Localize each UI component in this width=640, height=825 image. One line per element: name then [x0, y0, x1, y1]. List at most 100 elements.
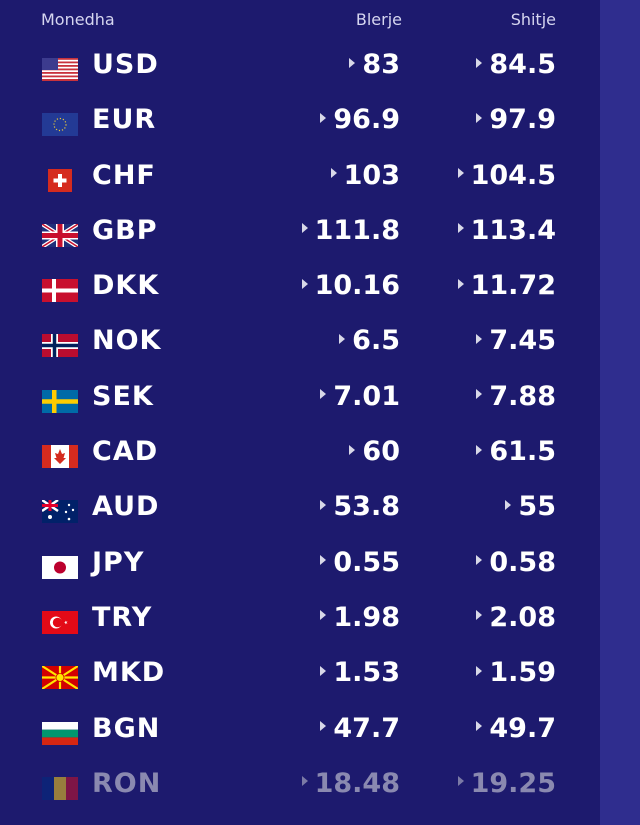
sell-rate: 97.9: [476, 104, 556, 135]
currency-code: CAD: [92, 436, 159, 468]
mk-flag-icon: [42, 666, 78, 690]
triangle-right-icon: [476, 610, 483, 621]
triangle-right-icon: [339, 333, 346, 344]
triangle-right-icon: [349, 444, 356, 455]
triangle-right-icon: [457, 168, 464, 179]
buy-rate: 1.98: [320, 602, 400, 633]
currency-code: MKD: [92, 657, 166, 689]
currency-code: BGN: [92, 712, 161, 744]
currency-code: JPY: [92, 546, 145, 578]
buy-rate: 0.55: [320, 547, 400, 578]
currency-code: SEK: [92, 380, 154, 412]
currency-code: TRY: [92, 601, 153, 633]
buy-rate: 7.01: [320, 381, 400, 412]
sell-rate: 7.88: [476, 381, 556, 412]
buy-rate: 60: [349, 436, 400, 467]
currency-code: GBP: [92, 214, 158, 246]
sell-rate: 104.5: [457, 160, 556, 191]
currency-code: USD: [92, 49, 159, 80]
buy-rate: 83: [349, 49, 400, 80]
buy-rate: 6.5: [339, 325, 400, 356]
triangle-right-icon: [330, 168, 337, 179]
ch-flag-icon: [42, 168, 78, 192]
triangle-right-icon: [476, 57, 483, 68]
rate-row-aud: AUD 53.8 55: [0, 485, 600, 540]
gb-flag-icon: [42, 223, 78, 247]
sell-rate: 1.59: [476, 657, 556, 688]
eu-flag-icon: [42, 113, 78, 137]
triangle-right-icon: [476, 444, 483, 455]
buy-rate: 1.53: [320, 657, 400, 688]
triangle-right-icon: [505, 499, 512, 510]
rate-row-eur: EUR 96.9 97.9: [0, 98, 600, 153]
triangle-right-icon: [320, 499, 327, 510]
triangle-right-icon: [476, 555, 483, 566]
buy-rate: 96.9: [320, 104, 400, 135]
buy-column-header: Blerje: [355, 10, 402, 29]
no-flag-icon: [42, 334, 78, 358]
buy-rate: 10.16: [301, 270, 400, 301]
triangle-right-icon: [320, 610, 327, 621]
exchange-rate-panel: Monedha Blerje Shitje USD 83: [0, 0, 600, 817]
triangle-right-icon: [320, 389, 327, 400]
sell-rate: 113.4: [457, 215, 556, 246]
triangle-right-icon: [476, 112, 483, 123]
rates-list: USD 83 84.5 EUR 96.9 97.9: [0, 43, 600, 817]
currency-code: DKK: [92, 270, 160, 302]
triangle-right-icon: [320, 721, 327, 732]
rate-row-mkd: MKD 1.53 1.59: [0, 651, 600, 706]
sell-rate: 84.5: [476, 49, 556, 80]
rate-row-gbp: GBP 111.8 113.4: [0, 209, 600, 264]
sell-rate: 19.25: [457, 768, 556, 799]
triangle-right-icon: [301, 278, 308, 289]
buy-rate: 103: [330, 160, 400, 191]
side-scroll-strip: [600, 0, 640, 825]
sell-rate: 55: [505, 491, 556, 522]
currency-code: EUR: [92, 104, 157, 136]
rate-row-usd: USD 83 84.5: [0, 43, 600, 98]
buy-rate: 18.48: [301, 768, 400, 799]
buy-rate: 47.7: [320, 713, 400, 744]
table-header: Monedha Blerje Shitje: [0, 0, 600, 40]
triangle-right-icon: [476, 333, 483, 344]
triangle-right-icon: [349, 57, 356, 68]
rate-row-dkk: DKK 10.16 11.72: [0, 264, 600, 319]
dk-flag-icon: [42, 279, 78, 303]
us-flag-icon: [42, 58, 78, 81]
currency-code: RON: [92, 767, 162, 799]
sell-rate: 7.45: [476, 325, 556, 356]
rate-row-nok: NOK 6.5 7.45: [0, 319, 600, 374]
se-flag-icon: [42, 389, 78, 413]
triangle-right-icon: [457, 278, 464, 289]
triangle-right-icon: [301, 776, 308, 787]
tr-flag-icon: [42, 610, 78, 634]
rate-row-jpy: JPY 0.55 0.58: [0, 541, 600, 596]
currency-code: NOK: [92, 325, 162, 357]
sell-column-header: Shitje: [510, 10, 556, 29]
triangle-right-icon: [476, 721, 483, 732]
triangle-right-icon: [320, 112, 327, 123]
buy-rate: 111.8: [301, 215, 400, 246]
rate-row-bgn: BGN 47.7 49.7: [0, 707, 600, 762]
currency-code: AUD: [92, 491, 160, 523]
triangle-right-icon: [320, 665, 327, 676]
sell-rate: 0.58: [476, 547, 556, 578]
sell-rate: 11.72: [457, 270, 556, 301]
rate-row-try: TRY 1.98 2.08: [0, 596, 600, 651]
au-flag-icon: [42, 500, 78, 524]
rate-row-sek: SEK 7.01 7.88: [0, 375, 600, 430]
rate-row-cad: CAD 60 61.5: [0, 430, 600, 485]
sell-rate: 2.08: [476, 602, 556, 633]
ro-flag-icon: [42, 776, 78, 800]
triangle-right-icon: [301, 223, 308, 234]
currency-code: CHF: [92, 159, 156, 191]
bg-flag-icon: [42, 721, 78, 745]
jp-flag-icon: [42, 555, 78, 579]
rate-row-chf: CHF 103 104.5: [0, 154, 600, 209]
triangle-right-icon: [476, 389, 483, 400]
triangle-right-icon: [457, 223, 464, 234]
rate-row-ron: RON 18.48 19.25: [0, 762, 600, 817]
triangle-right-icon: [320, 555, 327, 566]
ca-flag-icon: [42, 445, 78, 469]
currency-column-header: Monedha: [41, 10, 115, 29]
